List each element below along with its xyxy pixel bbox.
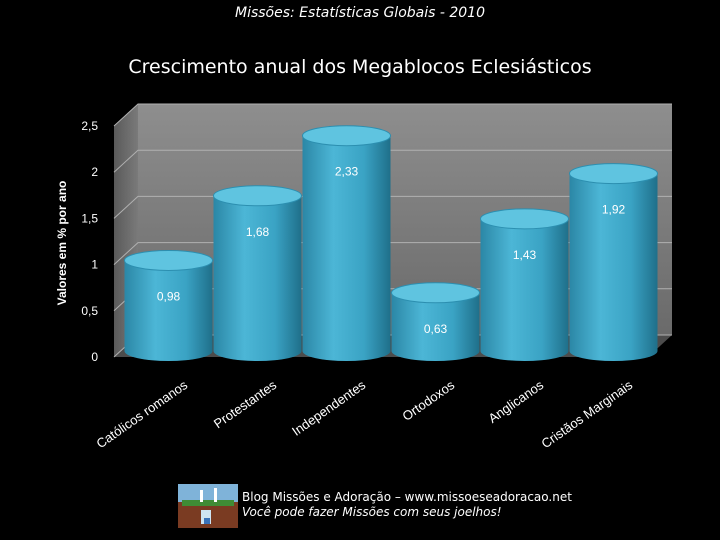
bar-body xyxy=(124,260,213,362)
bar-top xyxy=(124,249,213,271)
gridline xyxy=(113,195,672,219)
bar: 0,98 xyxy=(124,249,213,362)
footer-blog-text: Blog Missões e Adoração – www.missoesead… xyxy=(242,490,572,504)
bar: 1,68 xyxy=(213,185,302,362)
data-label: 1,68 xyxy=(246,225,270,239)
data-label: 0,63 xyxy=(424,322,448,336)
bar: 2,33 xyxy=(302,125,391,362)
bar-top xyxy=(213,185,302,207)
x-axis-ticks: Católicos romanos Protestantes Independent… xyxy=(93,377,635,451)
bar-top xyxy=(569,163,658,185)
x-tick-label: Independentes xyxy=(289,377,368,439)
y-tick-label: 0,5 xyxy=(81,304,98,318)
y-tick-label: 0 xyxy=(91,350,98,364)
bar: 0,63 xyxy=(391,282,480,362)
slide-supertitle: Missões: Estatísticas Globais - 2010 xyxy=(234,5,485,21)
x-tick-label: Anglicanos xyxy=(486,377,547,426)
gridline xyxy=(113,103,672,127)
y-tick-label: 2 xyxy=(91,165,98,179)
bar-body xyxy=(569,173,658,362)
x-tick-label: Protestantes xyxy=(211,377,280,431)
bar-top xyxy=(480,208,569,230)
x-tick-label: Cristãos Marginais xyxy=(538,377,635,451)
y-tick-label: 1,5 xyxy=(81,211,98,225)
y-axis-ticks: 0 0,5 1 1,5 2 2,5 xyxy=(81,119,98,364)
data-label: 1,92 xyxy=(602,203,626,217)
data-label: 1,43 xyxy=(513,248,537,262)
bar-top xyxy=(391,282,480,304)
footer-slogan: Você pode fazer Missões com seus joelhos… xyxy=(242,505,502,519)
bar-body xyxy=(480,218,569,362)
data-label: 0,98 xyxy=(157,289,181,303)
bar-body xyxy=(213,195,302,362)
data-label: 2,33 xyxy=(335,165,359,179)
y-tick-label: 1 xyxy=(91,258,98,272)
bar: 1,92 xyxy=(569,163,658,362)
bar-top xyxy=(302,125,391,147)
x-tick-label: Católicos romanos xyxy=(93,377,190,451)
blog-logo-icon xyxy=(178,484,238,528)
y-axis-label: Valores em % por ano xyxy=(55,181,69,306)
bar-chart: 0 0,5 1 1,5 2 2,5 0,98 1,68 2,33 0,63 1,43 1,92 Ca… xyxy=(55,103,672,451)
y-tick-label: 2,5 xyxy=(81,119,98,133)
x-tick-label: Ortodoxos xyxy=(399,377,457,424)
bar-body xyxy=(391,292,480,362)
bars: 0,98 1,68 2,33 0,63 1,43 1,92 xyxy=(124,125,658,362)
chart-title: Crescimento anual dos Megablocos Eclesiá… xyxy=(128,56,592,78)
bar-body xyxy=(302,135,391,362)
gridline xyxy=(113,149,672,173)
bar: 1,43 xyxy=(480,208,569,362)
